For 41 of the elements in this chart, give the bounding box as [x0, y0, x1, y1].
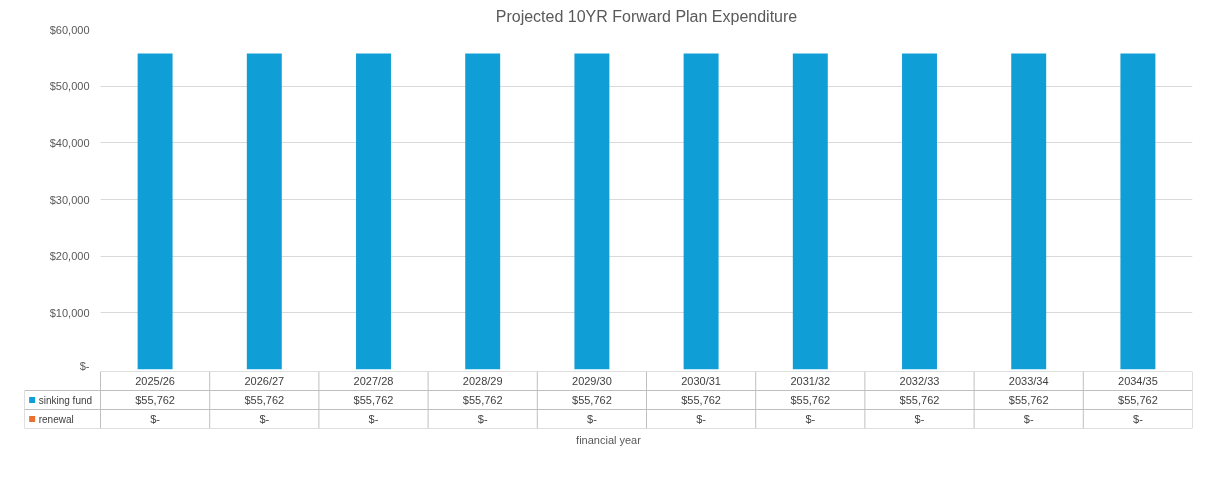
x-tick-label: 2026/27	[244, 375, 285, 387]
legend-label: renewal	[38, 413, 74, 425]
data-label: $-	[1023, 413, 1034, 425]
x-tick-label: 2029/30	[572, 375, 612, 387]
data-label: $-	[368, 413, 379, 425]
data-label: $55,762	[353, 394, 394, 406]
y-tick-label: $20,000	[49, 250, 90, 263]
data-label: $55,762	[135, 394, 175, 406]
data-label: $-	[477, 413, 488, 425]
data-label: $55,762	[1118, 394, 1158, 406]
data-label: $-	[1133, 413, 1144, 425]
data-label: $55,762	[681, 394, 721, 406]
data-label: $55,762	[899, 394, 940, 406]
x-tick-label: 2032/33	[899, 375, 940, 387]
data-label: $-	[150, 413, 161, 425]
x-tick-label: 2034/35	[1118, 375, 1158, 387]
x-tick-label: 2031/32	[790, 375, 831, 387]
data-label: $-	[805, 413, 816, 425]
x-tick-label: 2027/28	[353, 375, 394, 387]
data-label: $55,762	[244, 394, 285, 406]
legend-label: sinking fund	[38, 394, 93, 406]
y-tick-label: $30,000	[49, 193, 90, 206]
data-label: $-	[259, 413, 270, 425]
data-label: $55,762	[790, 394, 831, 406]
data-label: $55,762	[1008, 394, 1049, 406]
y-tick-label: $10,000	[49, 306, 90, 319]
x-tick-label: 2033/34	[1008, 375, 1049, 387]
x-axis-title: financial year	[576, 433, 642, 446]
data-label: $-	[696, 413, 707, 425]
chart-title: Projected 10YR Forward Plan Expenditure	[495, 7, 798, 25]
y-tick-label: $60,000	[49, 23, 90, 36]
data-label: $55,762	[572, 394, 612, 406]
data-label: $-	[914, 413, 925, 425]
y-tick-label: $50,000	[49, 80, 90, 93]
data-label: $-	[587, 413, 598, 425]
y-tick-label: $40,000	[49, 136, 90, 149]
y-tick-label: $-	[79, 359, 90, 372]
data-label: $55,762	[462, 394, 503, 406]
x-tick-label: 2028/29	[462, 375, 503, 387]
x-tick-label: 2025/26	[135, 375, 175, 387]
x-tick-label: 2030/31	[681, 375, 721, 387]
